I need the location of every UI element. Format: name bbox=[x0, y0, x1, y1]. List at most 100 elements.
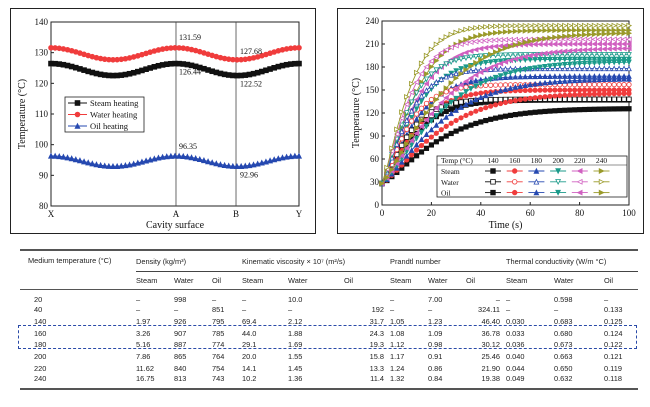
data-point bbox=[101, 162, 108, 169]
data-point bbox=[468, 98, 474, 105]
y-tick-label: 30 bbox=[370, 177, 380, 187]
data-point bbox=[626, 30, 633, 37]
x-tick-label: 100 bbox=[622, 208, 636, 218]
data-point bbox=[433, 79, 440, 85]
data-point bbox=[413, 141, 420, 148]
data-point bbox=[616, 76, 622, 82]
data-point bbox=[601, 82, 607, 88]
y-tick-label: 80 bbox=[39, 201, 49, 211]
data-point bbox=[438, 127, 444, 133]
table-cell: 1.23 bbox=[428, 317, 443, 327]
data-point bbox=[448, 120, 454, 126]
data-point bbox=[408, 115, 415, 121]
x-tick-label: 80 bbox=[575, 208, 585, 218]
data-point bbox=[611, 65, 618, 72]
data-point bbox=[611, 22, 618, 29]
data-point bbox=[413, 90, 420, 97]
data-point bbox=[497, 29, 504, 36]
data-point bbox=[572, 32, 578, 39]
data-point bbox=[443, 114, 450, 120]
table-cell: 1.88 bbox=[288, 328, 303, 338]
y-tick-label: 130 bbox=[35, 48, 49, 58]
table-cell: 0.680 bbox=[554, 328, 573, 338]
data-point bbox=[413, 111, 420, 117]
data-point bbox=[438, 49, 444, 56]
table-cell: 1.69 bbox=[288, 340, 303, 350]
data-point bbox=[403, 117, 410, 124]
table-cell: 0.91 bbox=[428, 352, 443, 362]
data-point bbox=[296, 60, 302, 67]
data-point bbox=[577, 107, 583, 113]
table-cell: 46.40 bbox=[481, 317, 501, 327]
data-point bbox=[502, 86, 509, 93]
data-point bbox=[576, 82, 583, 88]
data-point bbox=[472, 38, 479, 45]
subheader-steam: Steam bbox=[390, 276, 412, 285]
data-point bbox=[433, 113, 440, 119]
properties-table: Medium temperature (°C) Density (kg/m³) … bbox=[20, 249, 639, 390]
data-point bbox=[581, 22, 588, 29]
data-point bbox=[443, 61, 450, 68]
data-point bbox=[468, 122, 474, 128]
data-point bbox=[473, 77, 479, 84]
data-point bbox=[626, 59, 632, 66]
data-point bbox=[606, 96, 612, 102]
legend-temp: 160 bbox=[509, 156, 521, 165]
data-point bbox=[591, 91, 598, 97]
data-point bbox=[581, 41, 588, 47]
subheader-oil: Oil bbox=[212, 276, 222, 285]
data-point bbox=[522, 28, 529, 34]
data-point bbox=[477, 69, 484, 76]
data-point bbox=[458, 66, 464, 72]
data-point bbox=[576, 47, 583, 53]
data-point bbox=[572, 27, 578, 34]
y-tick-label: 110 bbox=[35, 109, 49, 119]
data-point bbox=[517, 68, 524, 74]
table-cell: 840 bbox=[174, 363, 187, 373]
data-point bbox=[596, 96, 602, 102]
data-point bbox=[180, 152, 187, 160]
table-cell: 1.05 bbox=[390, 317, 405, 327]
data-point bbox=[616, 59, 622, 66]
data-point bbox=[428, 103, 435, 109]
subheader-steam: Steam bbox=[506, 276, 528, 285]
data-point bbox=[433, 122, 440, 128]
legend-marker bbox=[576, 178, 583, 185]
data-point bbox=[547, 87, 553, 93]
data-point bbox=[601, 60, 608, 66]
data-point bbox=[423, 131, 430, 137]
data-point bbox=[473, 67, 479, 73]
data-point bbox=[556, 65, 563, 72]
data-point bbox=[488, 82, 494, 88]
table-cell: – bbox=[212, 295, 217, 304]
data-point bbox=[601, 41, 607, 47]
data-point bbox=[473, 108, 479, 114]
data-point bbox=[472, 72, 479, 78]
data-point bbox=[616, 65, 622, 72]
data-point bbox=[409, 118, 415, 124]
data-point bbox=[616, 91, 622, 97]
data-point bbox=[502, 36, 509, 43]
data-point bbox=[620, 41, 627, 47]
data-point bbox=[557, 93, 563, 99]
data-point bbox=[443, 34, 450, 40]
data-point bbox=[403, 110, 410, 116]
data-point bbox=[448, 59, 455, 66]
y-tick-label: 140 bbox=[35, 17, 49, 27]
data-point bbox=[497, 23, 504, 29]
table-cell: 16.75 bbox=[136, 374, 155, 384]
data-point bbox=[433, 53, 439, 60]
table-row: 180 5.16 887 774 29.1 1.69 19.3 1.12 0.98 30.12 0.… bbox=[20, 339, 638, 351]
y-axis-label: Temperature (°C) bbox=[351, 78, 362, 148]
legend-marker bbox=[490, 168, 496, 174]
data-point bbox=[542, 94, 548, 100]
data-point bbox=[271, 156, 278, 163]
x-tick-label: Y bbox=[296, 209, 303, 219]
series-oil-140 bbox=[379, 106, 632, 187]
data-point bbox=[433, 130, 439, 136]
data-point bbox=[213, 160, 220, 167]
table-cell: 1.55 bbox=[288, 352, 303, 362]
legend-marker bbox=[74, 122, 81, 129]
data-point bbox=[625, 45, 632, 52]
data-point bbox=[576, 41, 583, 47]
